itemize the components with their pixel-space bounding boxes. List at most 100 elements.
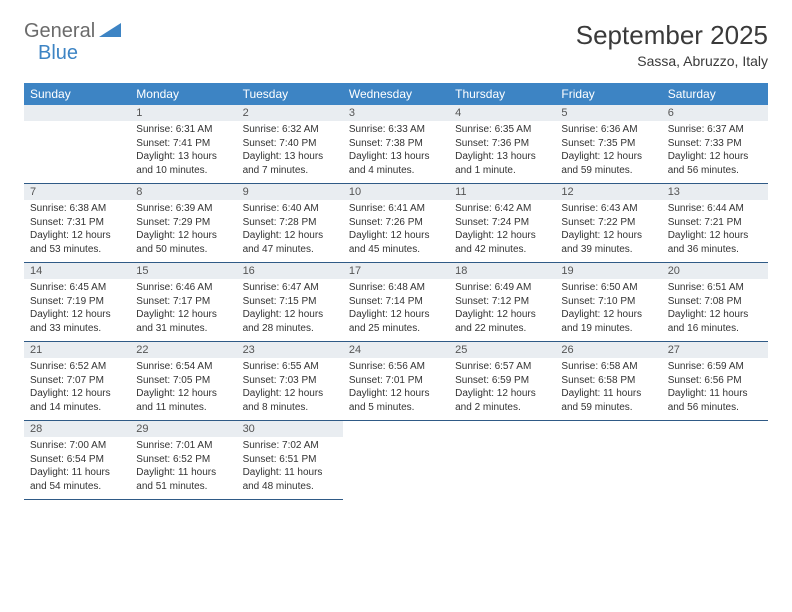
calendar-cell: 21Sunrise: 6:52 AMSunset: 7:07 PMDayligh… [24, 342, 130, 421]
calendar-row: 14Sunrise: 6:45 AMSunset: 7:19 PMDayligh… [24, 263, 768, 342]
day-number: 16 [237, 263, 343, 279]
calendar-cell: 14Sunrise: 6:45 AMSunset: 7:19 PMDayligh… [24, 263, 130, 342]
location-text: Sassa, Abruzzo, Italy [576, 53, 768, 69]
day-details: Sunrise: 6:55 AMSunset: 7:03 PMDaylight:… [237, 358, 343, 420]
day-number: 15 [130, 263, 236, 279]
weekday-header: Wednesday [343, 83, 449, 105]
calendar-body: 1Sunrise: 6:31 AMSunset: 7:41 PMDaylight… [24, 105, 768, 500]
day-details: Sunrise: 6:51 AMSunset: 7:08 PMDaylight:… [662, 279, 768, 341]
day-details: Sunrise: 6:44 AMSunset: 7:21 PMDaylight:… [662, 200, 768, 262]
calendar-cell: 5Sunrise: 6:36 AMSunset: 7:35 PMDaylight… [555, 105, 661, 184]
day-details: Sunrise: 7:00 AMSunset: 6:54 PMDaylight:… [24, 437, 130, 499]
weekday-header: Tuesday [237, 83, 343, 105]
calendar-cell: 3Sunrise: 6:33 AMSunset: 7:38 PMDaylight… [343, 105, 449, 184]
day-number: 21 [24, 342, 130, 358]
calendar-cell-empty [662, 421, 768, 500]
day-number: 26 [555, 342, 661, 358]
day-number: 30 [237, 421, 343, 437]
calendar-table: SundayMondayTuesdayWednesdayThursdayFrid… [24, 83, 768, 500]
day-details: Sunrise: 6:59 AMSunset: 6:56 PMDaylight:… [662, 358, 768, 420]
weekday-header: Saturday [662, 83, 768, 105]
day-number: 23 [237, 342, 343, 358]
day-details: Sunrise: 7:02 AMSunset: 6:51 PMDaylight:… [237, 437, 343, 499]
calendar-cell: 4Sunrise: 6:35 AMSunset: 7:36 PMDaylight… [449, 105, 555, 184]
calendar-cell-empty [343, 421, 449, 500]
day-number: 20 [662, 263, 768, 279]
day-details: Sunrise: 6:36 AMSunset: 7:35 PMDaylight:… [555, 121, 661, 183]
day-details: Sunrise: 6:43 AMSunset: 7:22 PMDaylight:… [555, 200, 661, 262]
calendar-cell: 17Sunrise: 6:48 AMSunset: 7:14 PMDayligh… [343, 263, 449, 342]
calendar-cell: 2Sunrise: 6:32 AMSunset: 7:40 PMDaylight… [237, 105, 343, 184]
day-number: 7 [24, 184, 130, 200]
day-number: 13 [662, 184, 768, 200]
month-title: September 2025 [576, 20, 768, 51]
weekday-header: Friday [555, 83, 661, 105]
calendar-cell: 28Sunrise: 7:00 AMSunset: 6:54 PMDayligh… [24, 421, 130, 500]
day-number: 14 [24, 263, 130, 279]
calendar-cell: 8Sunrise: 6:39 AMSunset: 7:29 PMDaylight… [130, 184, 236, 263]
day-number: 19 [555, 263, 661, 279]
calendar-cell: 29Sunrise: 7:01 AMSunset: 6:52 PMDayligh… [130, 421, 236, 500]
calendar-cell-empty [449, 421, 555, 500]
day-details: Sunrise: 6:31 AMSunset: 7:41 PMDaylight:… [130, 121, 236, 183]
day-number: 3 [343, 105, 449, 121]
calendar-head: SundayMondayTuesdayWednesdayThursdayFrid… [24, 83, 768, 105]
day-details: Sunrise: 7:01 AMSunset: 6:52 PMDaylight:… [130, 437, 236, 499]
title-block: September 2025 Sassa, Abruzzo, Italy [576, 20, 768, 69]
calendar-cell: 22Sunrise: 6:54 AMSunset: 7:05 PMDayligh… [130, 342, 236, 421]
day-details: Sunrise: 6:50 AMSunset: 7:10 PMDaylight:… [555, 279, 661, 341]
logo-text-blue: Blue [38, 42, 78, 64]
calendar-cell: 9Sunrise: 6:40 AMSunset: 7:28 PMDaylight… [237, 184, 343, 263]
calendar-cell: 11Sunrise: 6:42 AMSunset: 7:24 PMDayligh… [449, 184, 555, 263]
calendar-cell: 6Sunrise: 6:37 AMSunset: 7:33 PMDaylight… [662, 105, 768, 184]
calendar-cell: 18Sunrise: 6:49 AMSunset: 7:12 PMDayligh… [449, 263, 555, 342]
weekday-header: Thursday [449, 83, 555, 105]
day-number: 9 [237, 184, 343, 200]
day-number: 28 [24, 421, 130, 437]
calendar-cell: 10Sunrise: 6:41 AMSunset: 7:26 PMDayligh… [343, 184, 449, 263]
calendar-cell: 25Sunrise: 6:57 AMSunset: 6:59 PMDayligh… [449, 342, 555, 421]
day-number: 29 [130, 421, 236, 437]
calendar-cell: 27Sunrise: 6:59 AMSunset: 6:56 PMDayligh… [662, 342, 768, 421]
day-details: Sunrise: 6:38 AMSunset: 7:31 PMDaylight:… [24, 200, 130, 262]
day-details: Sunrise: 6:32 AMSunset: 7:40 PMDaylight:… [237, 121, 343, 183]
logo-triangle-icon [99, 21, 121, 42]
day-details: Sunrise: 6:52 AMSunset: 7:07 PMDaylight:… [24, 358, 130, 420]
day-details: Sunrise: 6:39 AMSunset: 7:29 PMDaylight:… [130, 200, 236, 262]
day-details: Sunrise: 6:42 AMSunset: 7:24 PMDaylight:… [449, 200, 555, 262]
calendar-row: 1Sunrise: 6:31 AMSunset: 7:41 PMDaylight… [24, 105, 768, 184]
day-number: 4 [449, 105, 555, 121]
calendar-row: 28Sunrise: 7:00 AMSunset: 6:54 PMDayligh… [24, 421, 768, 500]
day-number-empty [24, 105, 130, 121]
day-number: 12 [555, 184, 661, 200]
day-number: 2 [237, 105, 343, 121]
day-details: Sunrise: 6:40 AMSunset: 7:28 PMDaylight:… [237, 200, 343, 262]
calendar-row: 7Sunrise: 6:38 AMSunset: 7:31 PMDaylight… [24, 184, 768, 263]
logo-text-blue-row: Blue [38, 42, 78, 65]
calendar-cell: 30Sunrise: 7:02 AMSunset: 6:51 PMDayligh… [237, 421, 343, 500]
day-details: Sunrise: 6:47 AMSunset: 7:15 PMDaylight:… [237, 279, 343, 341]
calendar-cell: 23Sunrise: 6:55 AMSunset: 7:03 PMDayligh… [237, 342, 343, 421]
day-details: Sunrise: 6:35 AMSunset: 7:36 PMDaylight:… [449, 121, 555, 183]
day-number: 1 [130, 105, 236, 121]
calendar-cell: 16Sunrise: 6:47 AMSunset: 7:15 PMDayligh… [237, 263, 343, 342]
weekday-header: Monday [130, 83, 236, 105]
day-details: Sunrise: 6:41 AMSunset: 7:26 PMDaylight:… [343, 200, 449, 262]
day-number: 22 [130, 342, 236, 358]
calendar-cell-empty [555, 421, 661, 500]
logo: General [24, 20, 123, 43]
day-details: Sunrise: 6:45 AMSunset: 7:19 PMDaylight:… [24, 279, 130, 341]
day-number: 24 [343, 342, 449, 358]
day-number: 10 [343, 184, 449, 200]
weekday-header: Sunday [24, 83, 130, 105]
calendar-cell: 19Sunrise: 6:50 AMSunset: 7:10 PMDayligh… [555, 263, 661, 342]
day-details: Sunrise: 6:48 AMSunset: 7:14 PMDaylight:… [343, 279, 449, 341]
logo-text-general: General [24, 20, 95, 43]
day-number: 17 [343, 263, 449, 279]
calendar-cell: 7Sunrise: 6:38 AMSunset: 7:31 PMDaylight… [24, 184, 130, 263]
day-details: Sunrise: 6:49 AMSunset: 7:12 PMDaylight:… [449, 279, 555, 341]
day-details: Sunrise: 6:57 AMSunset: 6:59 PMDaylight:… [449, 358, 555, 420]
day-details: Sunrise: 6:37 AMSunset: 7:33 PMDaylight:… [662, 121, 768, 183]
day-details: Sunrise: 6:54 AMSunset: 7:05 PMDaylight:… [130, 358, 236, 420]
day-number: 8 [130, 184, 236, 200]
